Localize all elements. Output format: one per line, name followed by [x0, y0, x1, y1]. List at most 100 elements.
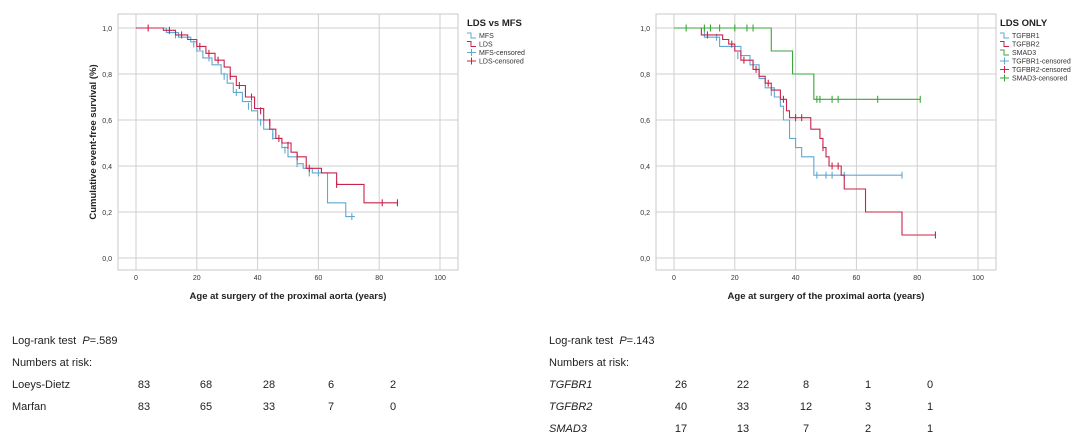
risk-count: 2	[389, 379, 397, 391]
risk-count: 12	[799, 401, 813, 413]
legend-label: TGFBR1-censored	[1012, 59, 1071, 66]
x-tick-label: 80	[913, 275, 921, 282]
x-tick-label: 80	[375, 275, 383, 282]
legend-label: SMAD3-censored	[1012, 76, 1067, 83]
legend-label: LDS	[479, 42, 493, 49]
tick-labels: 0,0 0,2 0,4 0,6 0,8 1,0 0 20 40 60 80 100	[640, 26, 984, 282]
p-prefix: P	[82, 335, 90, 347]
legend-swatch	[1000, 41, 1009, 47]
y-tick-label: 0,4	[640, 164, 650, 171]
risk-table-right: Log-rank test P=.143 Numbers at risk: TG…	[549, 335, 1069, 445]
y-tick-label: 0,0	[102, 256, 112, 263]
risk-row-label: TGFBR1	[549, 379, 593, 391]
logrank-row: Log-rank test P=.589	[12, 335, 532, 357]
legend-label: LDS-censored	[479, 59, 524, 66]
legend-label: TGFBR2	[1012, 42, 1040, 49]
risk-count: 26	[674, 379, 688, 391]
y-tick-label: 0,0	[640, 256, 650, 263]
series-group	[136, 24, 398, 221]
y-tick-label: 0,8	[102, 72, 112, 79]
legend-swatch	[1000, 49, 1009, 56]
legend-label: TGFBR1	[1012, 33, 1040, 40]
x-tick-label: 20	[731, 275, 739, 282]
y-tick-label: 0,6	[640, 118, 650, 125]
risk-row-label: Loeys-Dietz	[12, 379, 71, 391]
tick-labels: 0,0 0,2 0,4 0,6 0,8 1,0 0 20 40 60 80 100	[102, 26, 446, 282]
gridlines	[656, 14, 996, 270]
y-tick-label: 1,0	[640, 26, 650, 33]
legend-label: MFS-censored	[479, 50, 525, 57]
risk-count: 6	[327, 379, 335, 391]
risk-count: 40	[674, 401, 688, 413]
risk-count: 65	[199, 401, 213, 413]
numbers-at-risk-label: Numbers at risk:	[12, 357, 93, 369]
x-axis-label: Age at surgery of the proximal aorta (ye…	[190, 291, 387, 302]
risk-count: 33	[262, 401, 276, 413]
p-prefix: P	[619, 335, 627, 347]
x-tick-label: 60	[315, 275, 323, 282]
series-line-tgfbr1	[674, 27, 902, 176]
risk-count: 28	[262, 379, 276, 391]
legend-title: LDS vs MFS	[467, 18, 522, 29]
numbers-at-risk-row: Numbers at risk:	[12, 357, 532, 379]
p-value: =.589	[89, 335, 118, 347]
risk-row-label: SMAD3	[549, 423, 587, 435]
legend-label: TGFBR2-censored	[1012, 67, 1071, 74]
legend-swatch	[467, 32, 476, 39]
risk-count: 33	[736, 401, 750, 413]
chart-lds-only: 0,0 0,2 0,4 0,6 0,8 1,0 0 20 40 60 80 100 Age at su…	[640, 13, 1071, 302]
numbers-at-risk-row: Numbers at risk:	[549, 357, 1069, 379]
risk-count: 1	[926, 401, 934, 413]
x-tick-label: 20	[193, 275, 201, 282]
x-tick-label: 0	[134, 275, 138, 282]
risk-rows: TGFBR1 26 22 8 1 0 TGFBR2 40 33 12 3 1 SMAD3 17 13 7 2 1	[549, 379, 1069, 445]
y-tick-label: 0,2	[102, 210, 112, 217]
series-group	[674, 24, 936, 239]
y-tick-label: 1,0	[102, 26, 112, 33]
gridlines	[118, 14, 458, 270]
series-line-smad3	[674, 27, 921, 100]
y-tick-label: 0,8	[640, 72, 650, 79]
risk-count: 7	[327, 401, 335, 413]
risk-count: 13	[736, 423, 750, 435]
x-tick-label: 100	[972, 275, 984, 282]
y-axis-label: Cumulative event-free survival (%)	[88, 64, 99, 219]
risk-row-label: Marfan	[12, 401, 47, 413]
risk-count: 83	[137, 401, 151, 413]
x-tick-label: 40	[792, 275, 800, 282]
plot-area	[655, 13, 997, 271]
y-tick-label: 0,2	[640, 210, 650, 217]
x-tick-label: 60	[853, 275, 861, 282]
risk-row-label: TGFBR2	[549, 401, 593, 413]
logrank-label: Log-rank test	[549, 335, 614, 347]
x-tick-label: 40	[254, 275, 262, 282]
risk-count: 68	[199, 379, 213, 391]
risk-count: 22	[736, 379, 750, 391]
risk-count: 2	[864, 423, 872, 435]
risk-count: 8	[802, 379, 810, 391]
risk-count: 0	[389, 401, 397, 413]
series-line-lds	[136, 27, 398, 204]
legend-title: LDS ONLY	[1000, 18, 1048, 29]
risk-count: 1	[864, 379, 872, 391]
legend-swatch	[467, 41, 476, 47]
y-tick-label: 0,4	[102, 164, 112, 171]
risk-row: TGFBR1 26 22 8 1 0	[549, 379, 1069, 401]
chart-lds-vs-mfs: 0,0 0,2 0,4 0,6 0,8 1,0 0 20 40 60 80 100 Cumulativ…	[88, 13, 525, 302]
risk-rows: Loeys-Dietz 83 68 28 6 2 Marfan 83 65 33 7 0	[12, 379, 532, 423]
x-tick-label: 100	[434, 275, 446, 282]
risk-count: 7	[802, 423, 810, 435]
legend-label: SMAD3	[1012, 50, 1036, 57]
risk-row: SMAD3 17 13 7 2 1	[549, 423, 1069, 445]
risk-count: 3	[864, 401, 872, 413]
logrank-label: Log-rank test	[12, 335, 77, 347]
risk-count: 1	[926, 423, 934, 435]
risk-count: 0	[926, 379, 934, 391]
risk-count: 83	[137, 379, 151, 391]
x-axis-label: Age at surgery of the proximal aorta (ye…	[728, 291, 925, 302]
risk-table-left: Log-rank test P=.589 Numbers at risk: Lo…	[12, 335, 532, 423]
logrank-row: Log-rank test P=.143	[549, 335, 1069, 357]
numbers-at-risk-label: Numbers at risk:	[549, 357, 630, 369]
